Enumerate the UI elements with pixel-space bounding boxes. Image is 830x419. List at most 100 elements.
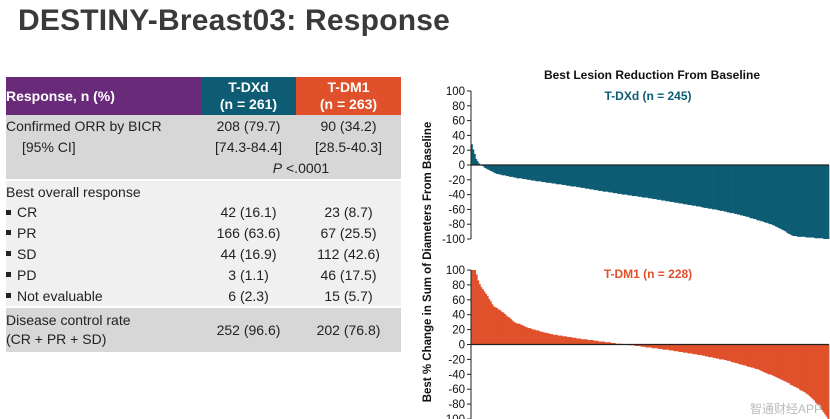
response-row-pd: PD 3 (1.1) 46 (17.5) xyxy=(6,264,401,285)
tdxd-bar xyxy=(539,165,542,182)
tdm1-bar xyxy=(704,344,707,357)
dcr-row: Disease control rate (CR + PR + SD) 252 … xyxy=(6,306,401,352)
tdxd-bar xyxy=(774,165,777,227)
tdm1-bar xyxy=(759,344,762,371)
tdxd-bar xyxy=(614,165,617,194)
tdm1-bar xyxy=(671,344,674,351)
tdm1-bar xyxy=(752,344,754,368)
tdxd-bar xyxy=(660,165,663,201)
tdxd-bar xyxy=(504,165,507,176)
tdxd-bar xyxy=(709,165,711,209)
response-label: Not evaluable xyxy=(17,287,103,304)
tdxd-bar xyxy=(598,165,600,191)
tdm1-bar xyxy=(670,344,673,351)
p-value: P <.0001 xyxy=(201,157,401,180)
y-tick-label: 60 xyxy=(452,116,465,128)
tdm1-bar xyxy=(725,344,728,361)
chart-title: Best Lesion Reduction From Baseline xyxy=(544,68,760,82)
tdm1-bar xyxy=(507,316,510,345)
tdm1-bar xyxy=(571,337,574,345)
tdm1-bar xyxy=(577,338,580,345)
tdm1-bar xyxy=(783,344,786,381)
header-tdxd: T-DXd (n = 261) xyxy=(201,77,296,115)
tdm1-bar xyxy=(703,344,706,356)
page-title: DESTINY-Breast03: Response xyxy=(18,4,451,37)
tdxd-bar xyxy=(608,165,611,193)
tdm1-bar xyxy=(803,344,806,393)
tdxd-bar xyxy=(747,165,749,217)
tdxd-bar xyxy=(789,165,792,235)
tdxd-bar xyxy=(827,165,830,239)
tdm1-bar xyxy=(494,307,497,345)
tdxd-bar xyxy=(823,165,825,239)
tdm1-bar xyxy=(712,344,715,358)
tdm1-bar xyxy=(668,344,671,351)
tdm1-bar xyxy=(530,328,533,345)
tdxd-bar xyxy=(484,165,486,168)
tdxd-bar xyxy=(677,165,679,203)
tdxd-bar xyxy=(703,165,706,208)
tdm1-bar xyxy=(613,343,616,345)
tdm1-bar xyxy=(693,344,696,355)
tdxd-bar xyxy=(710,165,713,209)
tdxd-bar xyxy=(716,165,719,211)
tdm1-bar xyxy=(524,326,527,345)
tdxd-bar xyxy=(494,165,497,174)
tdm1-bar xyxy=(480,287,483,345)
tdxd-bar xyxy=(516,165,519,179)
tdxd-bar xyxy=(772,165,774,225)
tdm1-bar xyxy=(796,344,798,388)
tdm1-bar xyxy=(722,344,725,360)
tdm1-bar xyxy=(664,344,667,350)
tdxd-bar xyxy=(621,165,624,195)
tdm1-bar xyxy=(748,344,751,367)
tdxd-bar xyxy=(791,165,793,236)
tdxd-bar xyxy=(748,165,751,218)
tdm1-bar xyxy=(639,344,641,346)
tdxd-bar xyxy=(584,165,587,189)
tdm1-bar xyxy=(737,344,740,364)
tdm1-bar xyxy=(660,344,663,349)
tdxd-bar xyxy=(706,165,709,208)
tdxd-bar xyxy=(824,165,827,239)
tdxd-bar xyxy=(776,165,779,228)
tdxd-bar xyxy=(655,165,657,200)
tdm1-bar xyxy=(601,341,604,345)
tdxd-bar xyxy=(593,165,596,191)
tdxd-bar xyxy=(589,165,592,190)
tdxd-bar xyxy=(783,165,786,231)
tdxd-bar xyxy=(786,165,789,234)
tdxd-bar xyxy=(492,165,495,173)
tdm1-bar xyxy=(698,344,701,355)
tdm1-bar xyxy=(785,344,787,382)
tdm1-bar xyxy=(726,344,729,361)
dcr-tdm1: 202 (76.8) xyxy=(296,306,401,352)
tdm1-bar xyxy=(643,344,646,347)
tdm1-bar xyxy=(554,334,557,345)
tdm1-bar xyxy=(653,344,656,349)
tdm1-bar xyxy=(513,322,516,345)
tdxd-bar xyxy=(821,165,824,239)
tdm1-bar xyxy=(767,344,770,375)
tdm1-bar xyxy=(723,344,726,361)
tdm1-bar xyxy=(654,344,657,349)
tdm1-bar xyxy=(692,344,695,355)
tdm1-bar xyxy=(720,344,723,360)
tdm1-bar xyxy=(772,344,775,376)
tdxd-bar xyxy=(715,165,717,210)
tdm1-bar xyxy=(511,320,514,345)
tdxd-bar xyxy=(814,165,817,239)
tdm1-bar xyxy=(612,343,615,345)
tdxd-bar xyxy=(475,159,478,165)
tdxd-bar xyxy=(576,165,579,188)
tdm1-bar xyxy=(491,304,494,345)
tdm1-bar xyxy=(557,335,560,345)
tdm1-bar xyxy=(741,344,743,365)
tdxd-bar xyxy=(669,165,672,202)
tdm1-bar xyxy=(549,334,552,345)
tdm1-bar xyxy=(522,325,525,345)
header-tdm1-n: (n = 263) xyxy=(319,96,378,112)
tdm1-bar xyxy=(474,270,477,345)
tdm1-bar xyxy=(486,296,489,345)
tdxd-bar xyxy=(536,165,539,182)
